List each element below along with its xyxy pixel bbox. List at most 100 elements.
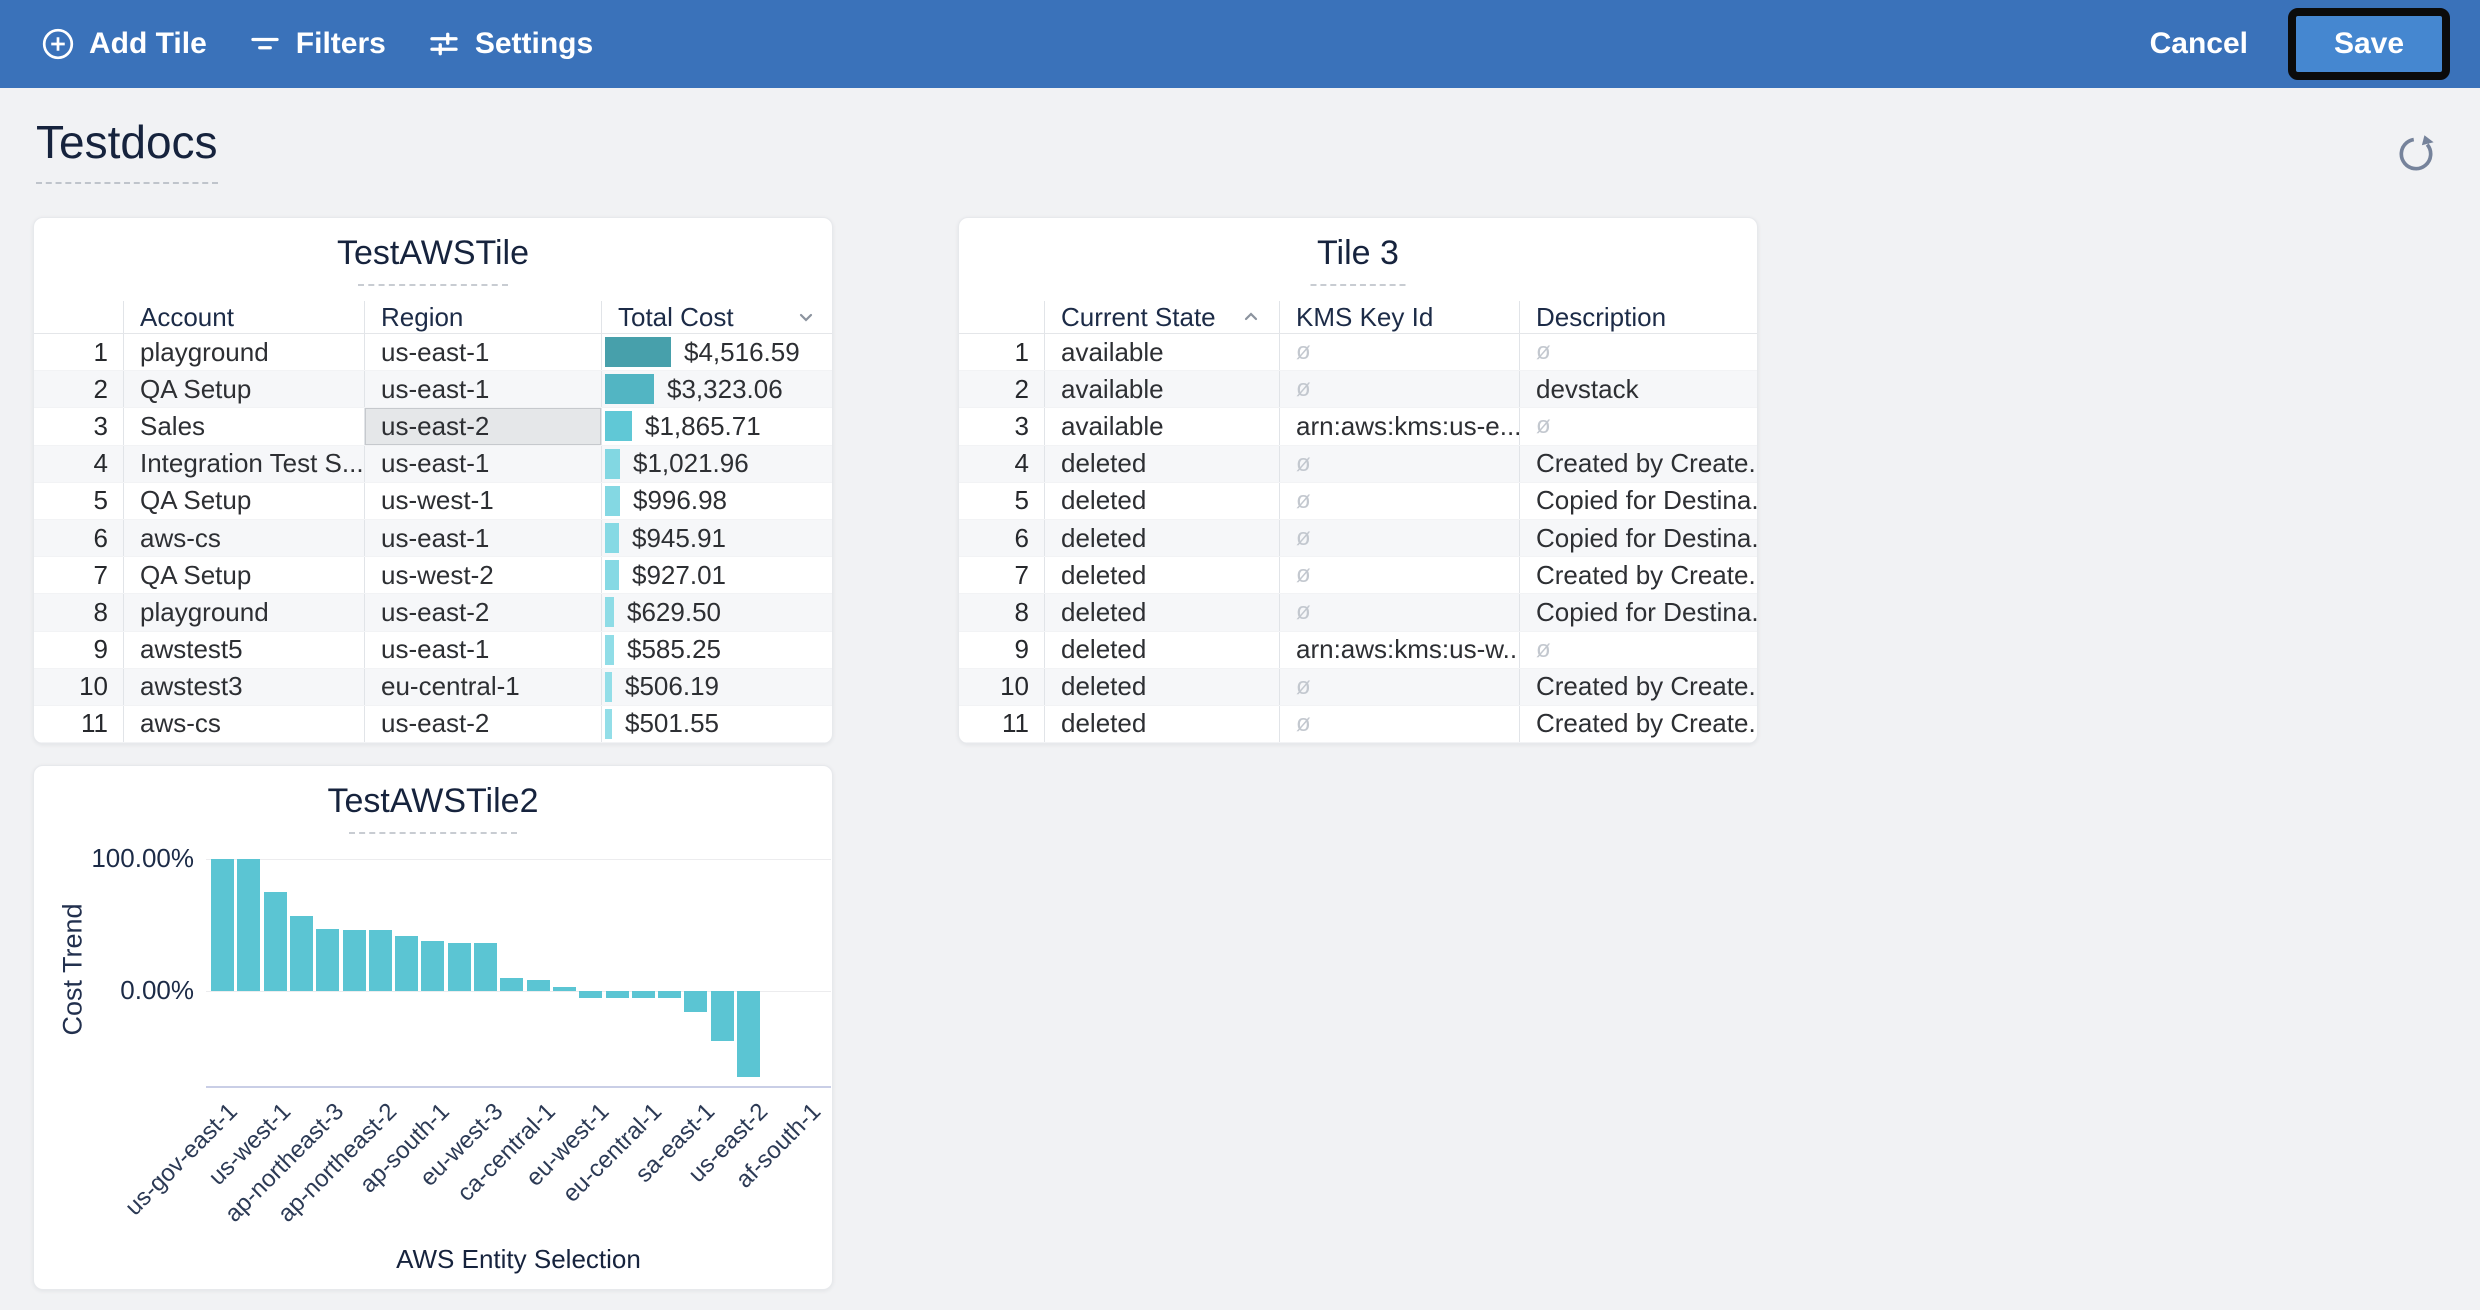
kms-key-id-cell[interactable]: arn:aws:kms:us-e...: [1279, 408, 1519, 445]
tile-title[interactable]: Tile 3: [1317, 234, 1399, 272]
region-cell[interactable]: us-east-1: [364, 445, 601, 482]
total-cost-cell[interactable]: $927.01: [601, 557, 832, 594]
account-cell[interactable]: playground: [123, 334, 364, 371]
description-cell[interactable]: ø: [1519, 631, 1757, 668]
table-row: 5 QA Setup us-west-1 $996.98: [34, 482, 832, 520]
kms-key-id-cell[interactable]: ø: [1279, 445, 1519, 482]
cost-bar: [605, 671, 612, 702]
description-cell[interactable]: Created by Create...: [1519, 705, 1757, 743]
table-header-row: Account Region Total Cost: [34, 301, 832, 334]
account-cell[interactable]: [123, 743, 364, 744]
account-cell[interactable]: QA Setup: [123, 371, 364, 408]
region-cell[interactable]: us-east-1: [364, 631, 601, 668]
cancel-button[interactable]: Cancel: [2149, 27, 2248, 60]
add-tile-button[interactable]: Add Tile: [40, 26, 207, 62]
current-state-cell[interactable]: deleted: [1044, 519, 1279, 557]
column-header-current-state[interactable]: Current State: [1044, 301, 1279, 333]
row-number-cell: 3: [93, 410, 108, 441]
account-cell[interactable]: Integration Test S...: [123, 445, 364, 482]
kms-key-id-cell[interactable]: ø: [1279, 594, 1519, 631]
save-button[interactable]: Save: [2288, 8, 2450, 80]
region-cell[interactable]: us-west-2: [364, 557, 601, 594]
region-cell[interactable]: [364, 743, 601, 744]
current-state-cell[interactable]: deleted: [1044, 631, 1279, 668]
kms-key-id-cell[interactable]: ø: [1279, 371, 1519, 408]
kms-key-id-cell[interactable]: arn:aws:kms:us-w...: [1279, 631, 1519, 668]
account-cell[interactable]: QA Setup: [123, 557, 364, 594]
column-header-account[interactable]: Account: [123, 301, 364, 333]
table-row: 9 deleted arn:aws:kms:us-w... ø: [959, 631, 1757, 669]
column-header-kms-key-id[interactable]: KMS Key Id: [1279, 301, 1519, 333]
description-cell[interactable]: Created by Create...: [1519, 557, 1757, 594]
cost-bar: [605, 597, 614, 628]
cost-value: $4,516.59: [684, 336, 800, 367]
total-cost-cell[interactable]: $501.55: [601, 705, 832, 743]
current-state-cell[interactable]: available: [1044, 334, 1279, 371]
current-state-cell[interactable]: deleted: [1044, 594, 1279, 631]
region-cell[interactable]: us-east-2: [364, 705, 601, 743]
tile3-table: Current State KMS Key Id Description 1 av…: [959, 301, 1757, 743]
kms-key-id-cell[interactable]: ø: [1279, 668, 1519, 705]
account-cell[interactable]: awstest5: [123, 631, 364, 668]
total-cost-cell[interactable]: $945.91: [601, 519, 832, 557]
description-cell[interactable]: ø: [1519, 408, 1757, 445]
account-cell[interactable]: aws-cs: [123, 519, 364, 557]
account-cell[interactable]: playground: [123, 594, 364, 631]
current-state-cell[interactable]: available: [1044, 408, 1279, 445]
region-cell[interactable]: us-west-1: [364, 482, 601, 519]
column-header-description[interactable]: Description: [1519, 301, 1757, 333]
description-cell[interactable]: Created by Create...: [1519, 668, 1757, 705]
total-cost-cell[interactable]: $1,021.96: [601, 445, 832, 482]
total-cost-cell[interactable]: $4,516.59: [601, 334, 832, 371]
current-state-cell[interactable]: deleted: [1044, 482, 1279, 519]
current-state-cell[interactable]: deleted: [1044, 557, 1279, 594]
row-number-cell: 11: [81, 708, 108, 739]
table-row-partial: [34, 743, 833, 744]
kms-key-id-cell[interactable]: ø: [1279, 557, 1519, 594]
column-header-region[interactable]: Region: [364, 301, 601, 333]
total-cost-cell[interactable]: $1,865.71: [601, 408, 832, 445]
description-cell[interactable]: Copied for Destina...: [1519, 594, 1757, 631]
tile-title[interactable]: TestAWSTile: [336, 234, 530, 272]
settings-button[interactable]: Settings: [426, 26, 593, 62]
chart-bar: [421, 941, 444, 991]
total-cost-cell[interactable]: $996.98: [601, 482, 832, 519]
column-header-total-cost[interactable]: Total Cost: [601, 301, 832, 333]
filters-button[interactable]: Filters: [247, 26, 386, 62]
page-title[interactable]: Testdocs: [36, 116, 218, 184]
total-cost-cell[interactable]: $585.25: [601, 631, 832, 668]
refresh-icon[interactable]: [2394, 132, 2438, 176]
kms-key-id-cell[interactable]: ø: [1279, 519, 1519, 557]
current-state-cell[interactable]: available: [1044, 371, 1279, 408]
kms-key-id-cell[interactable]: ø: [1279, 482, 1519, 519]
account-cell[interactable]: QA Setup: [123, 482, 364, 519]
region-cell[interactable]: us-east-1: [364, 519, 601, 557]
region-cell[interactable]: us-east-1: [364, 334, 601, 371]
toolbar-left-group: Add Tile Filters Settings: [40, 26, 593, 62]
total-cost-cell[interactable]: [601, 743, 833, 744]
total-cost-cell[interactable]: $629.50: [601, 594, 832, 631]
total-cost-cell[interactable]: $506.19: [601, 668, 832, 705]
chart-bar: [500, 978, 523, 991]
current-state-cell[interactable]: deleted: [1044, 705, 1279, 743]
region-cell[interactable]: eu-central-1: [364, 668, 601, 705]
account-cell[interactable]: awstest3: [123, 668, 364, 705]
tile-title[interactable]: TestAWSTile2: [327, 782, 539, 820]
description-cell[interactable]: Copied for Destina...: [1519, 519, 1757, 557]
description-cell[interactable]: Copied for Destina...: [1519, 482, 1757, 519]
region-cell-selected[interactable]: us-east-2: [364, 408, 601, 445]
kms-key-id-cell[interactable]: ø: [1279, 334, 1519, 371]
row-number-cell: 2: [1014, 373, 1029, 404]
kms-key-id-cell[interactable]: ø: [1279, 705, 1519, 743]
current-state-cell[interactable]: deleted: [1044, 668, 1279, 705]
description-cell[interactable]: Created by Create...: [1519, 445, 1757, 482]
current-state-cell[interactable]: deleted: [1044, 445, 1279, 482]
description-cell[interactable]: ø: [1519, 334, 1757, 371]
total-cost-cell[interactable]: $3,323.06: [601, 371, 832, 408]
chart-bar: [606, 991, 629, 998]
region-cell[interactable]: us-east-2: [364, 594, 601, 631]
account-cell[interactable]: aws-cs: [123, 705, 364, 743]
description-cell[interactable]: devstack: [1519, 371, 1757, 408]
region-cell[interactable]: us-east-1: [364, 371, 601, 408]
account-cell[interactable]: Sales: [123, 408, 364, 445]
